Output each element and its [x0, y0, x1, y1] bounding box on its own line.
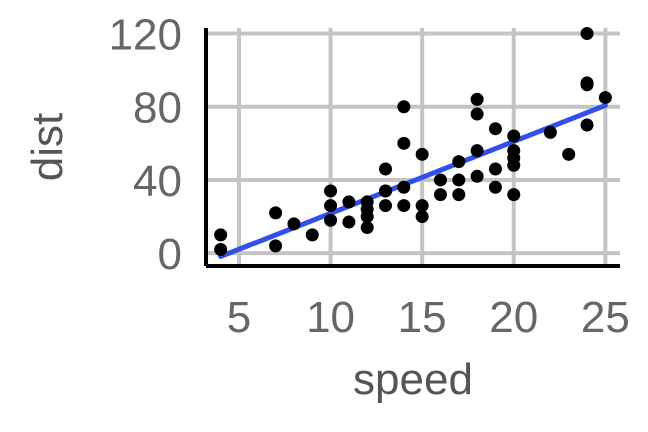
y-axis-title: dist [23, 113, 72, 181]
data-point [507, 129, 521, 143]
data-point [488, 162, 502, 176]
data-point [415, 147, 429, 161]
data-point [379, 184, 393, 198]
data-point [598, 91, 612, 105]
data-point [379, 162, 393, 176]
data-point [452, 173, 466, 187]
data-point [397, 100, 411, 114]
data-point [287, 217, 301, 231]
data-point [305, 228, 319, 242]
x-tick-label: 25 [581, 293, 630, 342]
data-point [415, 210, 429, 224]
data-point [269, 206, 283, 220]
data-point [379, 199, 393, 213]
data-point [433, 188, 447, 202]
data-point [488, 122, 502, 136]
x-tick-label: 15 [398, 293, 447, 342]
fit-line [218, 102, 608, 259]
data-point [580, 118, 594, 132]
data-point [324, 199, 338, 213]
data-point [562, 147, 576, 161]
data-point [214, 228, 228, 242]
data-point [324, 213, 338, 227]
y-tick-labels: 0 40 80 120 [109, 10, 182, 279]
data-point [269, 239, 283, 253]
data-point [214, 243, 228, 257]
data-point [580, 76, 594, 90]
y-tick-label: 120 [109, 10, 182, 59]
data-point [470, 144, 484, 158]
data-point [342, 195, 356, 209]
data-point [470, 92, 484, 106]
y-tick-label: 80 [133, 84, 182, 133]
grid-lines [206, 28, 620, 266]
data-points [214, 26, 612, 257]
data-point [507, 188, 521, 202]
data-point [360, 195, 374, 209]
axes [204, 28, 620, 268]
data-point [452, 155, 466, 169]
data-point [470, 107, 484, 121]
data-point [397, 180, 411, 194]
x-tick-label: 5 [227, 293, 251, 342]
y-tick-label: 40 [133, 157, 182, 206]
data-point [488, 180, 502, 194]
data-point [580, 26, 594, 40]
data-point [507, 144, 521, 158]
data-point [433, 173, 447, 187]
x-tick-labels: 5 10 15 20 25 [227, 293, 630, 342]
data-point [397, 136, 411, 150]
fit-line-layer [218, 102, 608, 259]
data-point [415, 199, 429, 213]
data-point [543, 125, 557, 139]
x-tick-label: 10 [306, 293, 355, 342]
data-point [397, 199, 411, 213]
data-point [470, 169, 484, 183]
data-point [342, 215, 356, 229]
x-tick-label: 20 [489, 293, 538, 342]
x-axis-title: speed [353, 355, 473, 404]
data-point [324, 184, 338, 198]
y-tick-label: 0 [158, 230, 182, 279]
data-point [452, 188, 466, 202]
data-point [360, 221, 374, 235]
